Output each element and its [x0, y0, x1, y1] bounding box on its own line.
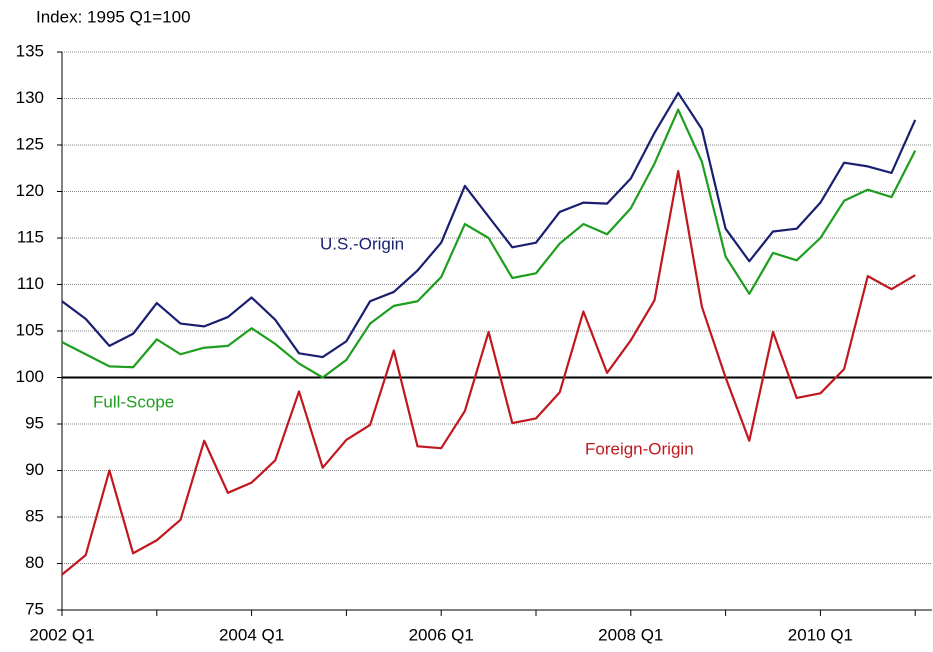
x-tick-label: 2004 Q1: [219, 625, 284, 644]
x-tick-label: 2010 Q1: [788, 625, 853, 644]
series-line: [61, 91, 917, 359]
y-tick-label: 130: [16, 88, 44, 107]
chart-subtitle: Index: 1995 Q1=100: [36, 7, 191, 26]
y-tick-label: 110: [17, 274, 44, 293]
series-line: [61, 108, 917, 379]
y-tick-label: 80: [25, 553, 44, 572]
y-tick-label: 100: [16, 367, 44, 386]
x-tick-label: 2008 Q1: [598, 625, 663, 644]
series-label: Full-Scope: [93, 392, 174, 411]
y-tick-label: 135: [16, 41, 44, 60]
y-tick-label: 95: [25, 413, 44, 432]
y-tick-label: 85: [25, 506, 44, 525]
y-tick-label: 120: [16, 181, 44, 200]
y-tick-label: 75: [25, 599, 44, 618]
x-tick-label: 2006 Q1: [409, 625, 474, 644]
series-line: [61, 169, 916, 576]
y-tick-label: 115: [17, 227, 44, 246]
y-tick-label: 105: [16, 320, 44, 339]
x-tick-label: 2002 Q1: [29, 625, 94, 644]
series-label: U.S.-Origin: [320, 234, 404, 253]
series-label: Foreign-Origin: [585, 439, 694, 458]
y-tick-label: 125: [16, 134, 44, 153]
y-tick-label: 90: [25, 460, 44, 479]
